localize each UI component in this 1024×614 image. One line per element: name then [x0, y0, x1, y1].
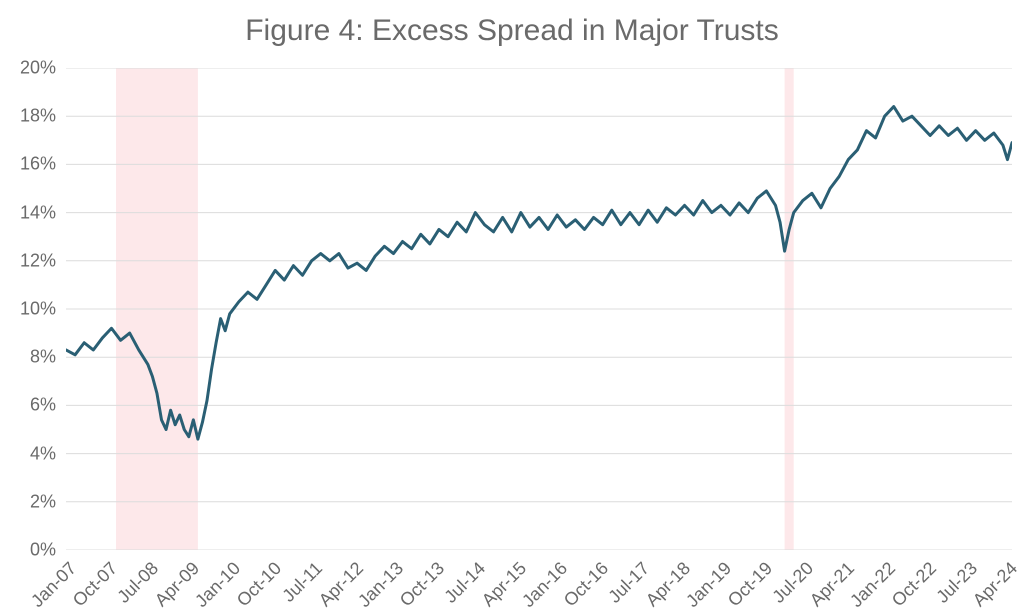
- plot-area: [66, 68, 1012, 550]
- x-tick-label: Oct-19: [724, 558, 777, 611]
- y-tick-label: 0%: [0, 540, 56, 561]
- plot-svg: [66, 68, 1012, 550]
- x-tick-label: Apr-24: [969, 558, 1022, 611]
- x-tick-label: Oct-07: [69, 558, 122, 611]
- y-tick-label: 6%: [0, 395, 56, 416]
- x-tick-label: Jan-10: [191, 558, 245, 612]
- y-tick-label: 16%: [0, 154, 56, 175]
- x-tick-label: Apr-09: [151, 558, 204, 611]
- y-tick-label: 20%: [0, 58, 56, 79]
- y-tick-label: 4%: [0, 443, 56, 464]
- y-tick-label: 18%: [0, 106, 56, 127]
- y-tick-label: 14%: [0, 202, 56, 223]
- excess-spread-line: [66, 107, 1012, 440]
- x-tick-label: Oct-16: [560, 558, 613, 611]
- x-tick-label: Jan-22: [846, 558, 900, 612]
- x-tick-label: Apr-15: [478, 558, 531, 611]
- x-tick-label: Oct-22: [887, 558, 940, 611]
- x-tick-label: Oct-13: [396, 558, 449, 611]
- x-tick-label: Jan-19: [682, 558, 736, 612]
- x-tick-label: Apr-21: [806, 558, 859, 611]
- y-tick-label: 2%: [0, 491, 56, 512]
- x-tick-label: Oct-10: [232, 558, 285, 611]
- y-tick-label: 12%: [0, 250, 56, 271]
- x-tick-label: Apr-18: [642, 558, 695, 611]
- x-tick-label: Jan-13: [355, 558, 409, 612]
- chart-container: Figure 4: Excess Spread in Major Trusts …: [0, 0, 1024, 614]
- x-tick-label: Jan-07: [27, 558, 81, 612]
- y-tick-label: 8%: [0, 347, 56, 368]
- chart-title: Figure 4: Excess Spread in Major Trusts: [0, 14, 1024, 48]
- x-tick-label: Jan-16: [518, 558, 572, 612]
- y-tick-label: 10%: [0, 299, 56, 320]
